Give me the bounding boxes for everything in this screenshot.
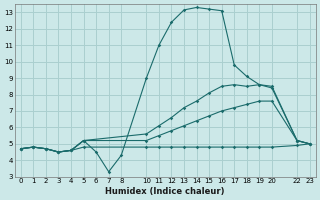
X-axis label: Humidex (Indice chaleur): Humidex (Indice chaleur) xyxy=(106,187,225,196)
